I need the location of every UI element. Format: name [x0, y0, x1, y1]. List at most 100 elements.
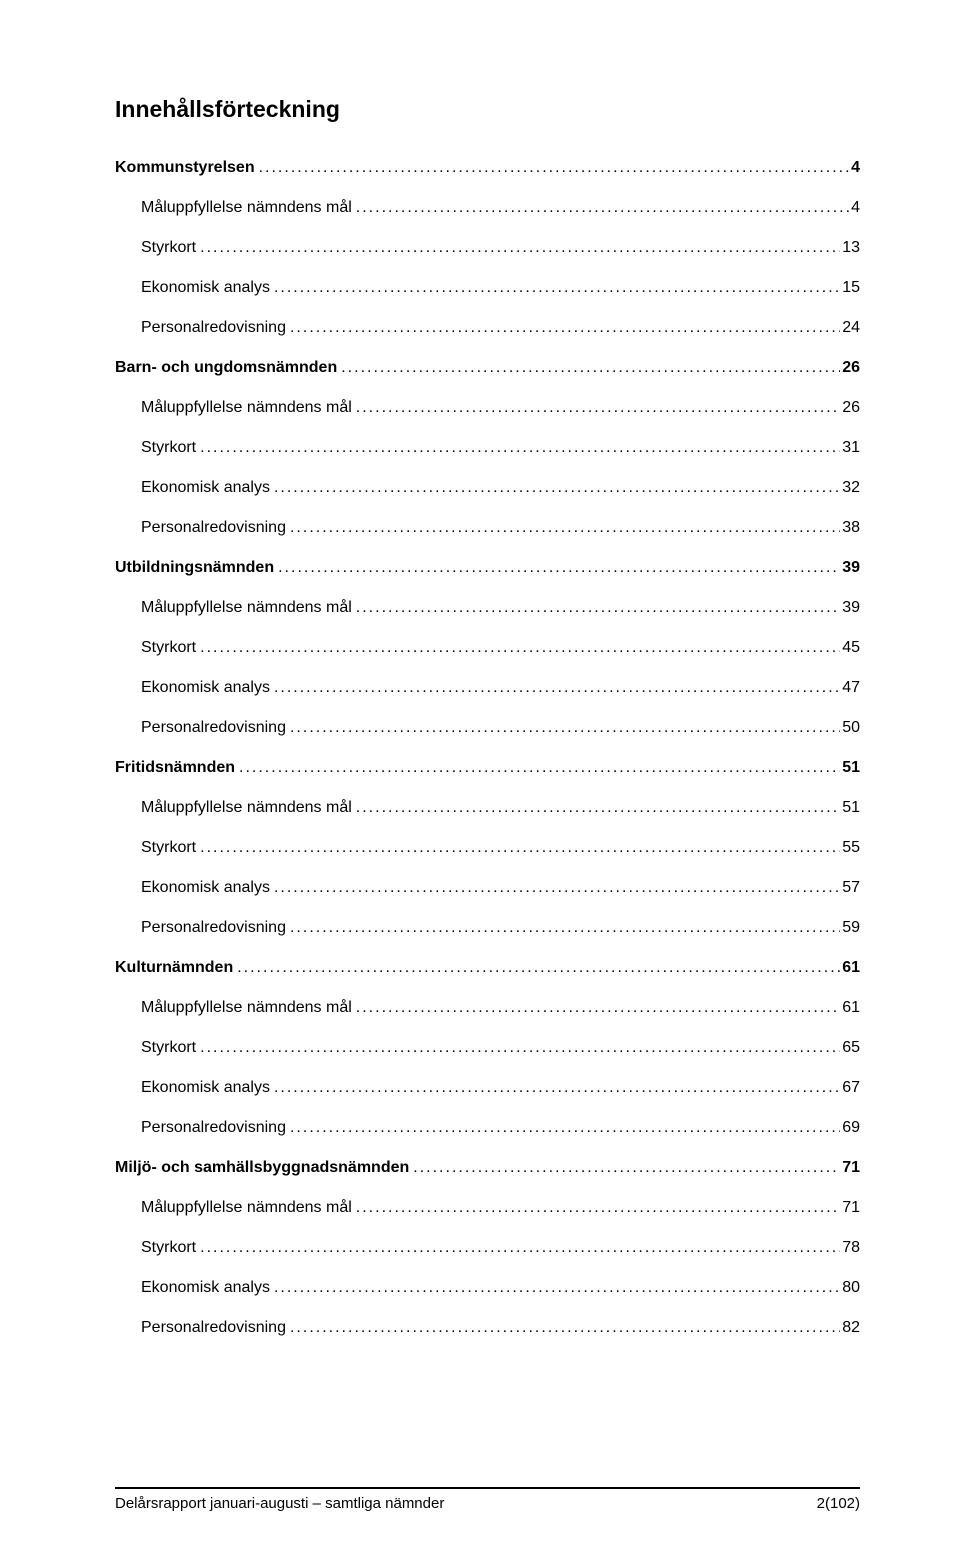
toc-entry-page: 45 — [840, 639, 860, 657]
toc-sub-row[interactable]: Ekonomisk analys........................… — [115, 679, 860, 697]
toc-entry-page: 26 — [840, 399, 860, 417]
toc-leader-dots: ........................................… — [270, 479, 840, 497]
toc-sub-row[interactable]: Måluppfyllelse nämndens mål.............… — [115, 999, 860, 1017]
toc-sub-row[interactable]: Ekonomisk analys........................… — [115, 279, 860, 297]
toc-entry-page: 39 — [840, 599, 860, 617]
toc-leader-dots: ........................................… — [196, 839, 840, 857]
toc-entry-page: 31 — [840, 439, 860, 457]
toc-entry-page: 57 — [840, 879, 860, 897]
toc-leader-dots: ........................................… — [352, 199, 849, 217]
toc-entry-label: Ekonomisk analys — [115, 1279, 270, 1297]
toc-entry-label: Ekonomisk analys — [115, 479, 270, 497]
toc-leader-dots: ........................................… — [352, 999, 840, 1017]
toc-sub-row[interactable]: Ekonomisk analys........................… — [115, 879, 860, 897]
toc-leader-dots: ........................................… — [286, 919, 840, 937]
toc-entry-label: Måluppfyllelse nämndens mål — [115, 799, 352, 817]
toc-entry-page: 65 — [840, 1039, 860, 1057]
toc-leader-dots: ........................................… — [286, 719, 840, 737]
toc-section-row[interactable]: Miljö- och samhällsbyggnadsnämnden......… — [115, 1159, 860, 1177]
toc-leader-dots: ........................................… — [196, 639, 840, 657]
toc-entry-label: Personalredovisning — [115, 319, 286, 337]
toc-sub-row[interactable]: Personalredovisning.....................… — [115, 319, 860, 337]
toc-sub-row[interactable]: Personalredovisning.....................… — [115, 519, 860, 537]
toc-leader-dots: ........................................… — [286, 1119, 840, 1137]
toc-entry-page: 59 — [840, 919, 860, 937]
toc-entry-page: 61 — [840, 959, 860, 977]
toc-entry-page: 47 — [840, 679, 860, 697]
toc-section-row[interactable]: Kulturnämnden...........................… — [115, 959, 860, 977]
toc-entry-label: Måluppfyllelse nämndens mål — [115, 999, 352, 1017]
toc-sub-row[interactable]: Ekonomisk analys........................… — [115, 1279, 860, 1297]
toc-leader-dots: ........................................… — [270, 1079, 840, 1097]
toc-sub-row[interactable]: Måluppfyllelse nämndens mål.............… — [115, 399, 860, 417]
toc-leader-dots: ........................................… — [235, 759, 840, 777]
toc-section-row[interactable]: Barn- och ungdomsnämnden................… — [115, 359, 860, 377]
toc-sub-row[interactable]: Måluppfyllelse nämndens mål.............… — [115, 199, 860, 217]
toc-entry-label: Ekonomisk analys — [115, 879, 270, 897]
toc-entry-page: 71 — [840, 1199, 860, 1217]
toc-sub-row[interactable]: Ekonomisk analys........................… — [115, 479, 860, 497]
toc-leader-dots: ........................................… — [270, 279, 840, 297]
toc-entry-label: Personalredovisning — [115, 919, 286, 937]
toc-entry-page: 24 — [840, 319, 860, 337]
toc-entry-label: Styrkort — [115, 639, 196, 657]
toc-leader-dots: ........................................… — [286, 1319, 840, 1337]
toc-sub-row[interactable]: Styrkort................................… — [115, 839, 860, 857]
toc-sub-row[interactable]: Måluppfyllelse nämndens mål.............… — [115, 1199, 860, 1217]
toc-leader-dots: ........................................… — [196, 1239, 840, 1257]
toc-entry-page: 50 — [840, 719, 860, 737]
toc-section-row[interactable]: Fritidsnämnden..........................… — [115, 759, 860, 777]
toc-entry-page: 39 — [840, 559, 860, 577]
table-of-contents: Kommunstyrelsen.........................… — [115, 159, 860, 1337]
footer-page-number: 2(102) — [817, 1495, 860, 1512]
toc-entry-label: Personalredovisning — [115, 1119, 286, 1137]
toc-leader-dots: ........................................… — [409, 1159, 840, 1177]
toc-sub-row[interactable]: Styrkort................................… — [115, 1039, 860, 1057]
toc-sub-row[interactable]: Styrkort................................… — [115, 639, 860, 657]
toc-sub-row[interactable]: Personalredovisning.....................… — [115, 919, 860, 937]
toc-entry-label: Personalredovisning — [115, 1319, 286, 1337]
toc-sub-row[interactable]: Styrkort................................… — [115, 1239, 860, 1257]
toc-entry-page: 82 — [840, 1319, 860, 1337]
toc-entry-page: 61 — [840, 999, 860, 1017]
page-footer: Delårsrapport januari-augusti – samtliga… — [115, 1487, 860, 1512]
toc-entry-page: 67 — [840, 1079, 860, 1097]
toc-entry-label: Kommunstyrelsen — [115, 159, 255, 177]
toc-sub-row[interactable]: Personalredovisning.....................… — [115, 1319, 860, 1337]
toc-entry-label: Barn- och ungdomsnämnden — [115, 359, 337, 377]
toc-sub-row[interactable]: Personalredovisning.....................… — [115, 719, 860, 737]
toc-entry-page: 51 — [840, 759, 860, 777]
toc-entry-label: Fritidsnämnden — [115, 759, 235, 777]
toc-entry-page: 32 — [840, 479, 860, 497]
toc-entry-label: Styrkort — [115, 1039, 196, 1057]
toc-entry-label: Ekonomisk analys — [115, 679, 270, 697]
toc-leader-dots: ........................................… — [196, 239, 840, 257]
toc-sub-row[interactable]: Måluppfyllelse nämndens mål.............… — [115, 599, 860, 617]
toc-entry-label: Måluppfyllelse nämndens mål — [115, 599, 352, 617]
toc-sub-row[interactable]: Styrkort................................… — [115, 239, 860, 257]
toc-sub-row[interactable]: Ekonomisk analys........................… — [115, 1079, 860, 1097]
toc-entry-label: Utbildningsnämnden — [115, 559, 274, 577]
toc-leader-dots: ........................................… — [270, 679, 840, 697]
toc-section-row[interactable]: Kommunstyrelsen.........................… — [115, 159, 860, 177]
toc-leader-dots: ........................................… — [270, 879, 840, 897]
toc-entry-label: Miljö- och samhällsbyggnadsnämnden — [115, 1159, 409, 1177]
toc-entry-page: 55 — [840, 839, 860, 857]
toc-leader-dots: ........................................… — [196, 1039, 840, 1057]
footer-left-text: Delårsrapport januari-augusti – samtliga… — [115, 1495, 444, 1512]
toc-title: Innehållsförteckning — [115, 96, 860, 123]
toc-entry-label: Styrkort — [115, 239, 196, 257]
toc-sub-row[interactable]: Måluppfyllelse nämndens mål.............… — [115, 799, 860, 817]
toc-entry-page: 4 — [849, 159, 860, 177]
toc-entry-page: 13 — [840, 239, 860, 257]
toc-entry-page: 51 — [840, 799, 860, 817]
toc-entry-page: 38 — [840, 519, 860, 537]
toc-sub-row[interactable]: Personalredovisning.....................… — [115, 1119, 860, 1137]
toc-leader-dots: ........................................… — [352, 599, 840, 617]
toc-leader-dots: ........................................… — [274, 559, 840, 577]
toc-section-row[interactable]: Utbildningsnämnden......................… — [115, 559, 860, 577]
toc-sub-row[interactable]: Styrkort................................… — [115, 439, 860, 457]
toc-entry-label: Kulturnämnden — [115, 959, 233, 977]
toc-entry-page: 15 — [840, 279, 860, 297]
toc-entry-label: Personalredovisning — [115, 519, 286, 537]
